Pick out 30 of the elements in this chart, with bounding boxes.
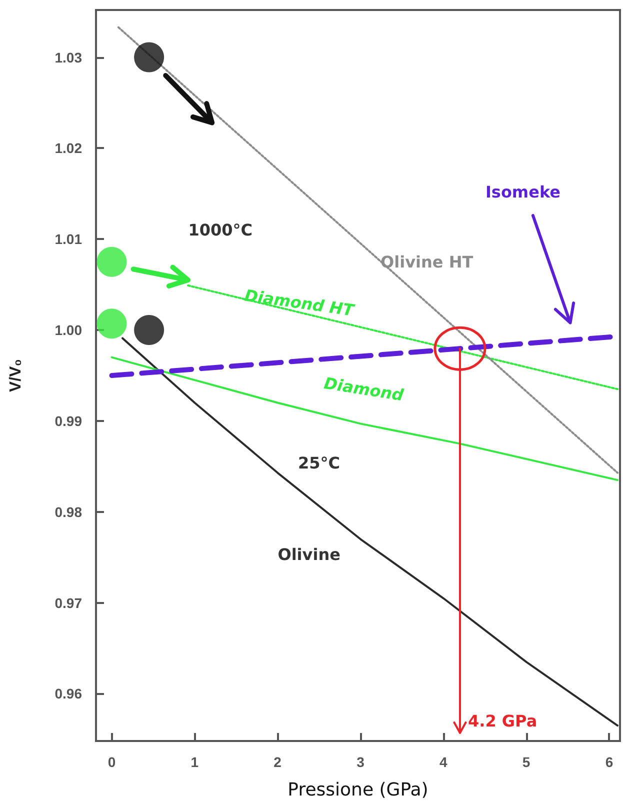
text: Diamond HT [243, 286, 356, 320]
y-tick-label: 0.96 [54, 686, 82, 702]
x-axis-title: Pressione (GPa) [288, 780, 428, 800]
x-tick-label: 0 [108, 754, 116, 770]
y-axis-title: V/V₀ [8, 359, 24, 392]
y-tick-label: 0.99 [54, 412, 82, 429]
text: Isomeke [485, 182, 561, 202]
y-tick-label: 0.98 [54, 504, 82, 520]
text: Diamond [322, 374, 406, 405]
point [134, 42, 164, 72]
x-tick-label: 6 [605, 754, 614, 770]
point [134, 315, 164, 346]
point [96, 246, 127, 277]
y-tick-label: 1.02 [54, 140, 82, 156]
x-tick-label: 4 [440, 754, 448, 770]
y-tick-label: 1.03 [54, 49, 82, 66]
x-tick-label: 2 [274, 754, 282, 770]
x-tick-label: 1 [190, 754, 199, 770]
y-tick-label: 1.01 [54, 231, 82, 248]
y-tick-label: 1.00 [54, 322, 82, 338]
annotation: 25°C [298, 453, 340, 472]
line-series [110, 356, 619, 482]
series-label: Olivine HT [380, 252, 474, 272]
x-tick-label: 3 [356, 754, 365, 770]
y-tick-label: 0.97 [54, 594, 82, 611]
ref-line-label: 4.2 GPa [468, 712, 538, 730]
series-label: Olivine [278, 545, 341, 564]
point [96, 308, 127, 339]
x-tick-label: 5 [522, 754, 530, 770]
annotation: 1000°C [188, 220, 253, 240]
